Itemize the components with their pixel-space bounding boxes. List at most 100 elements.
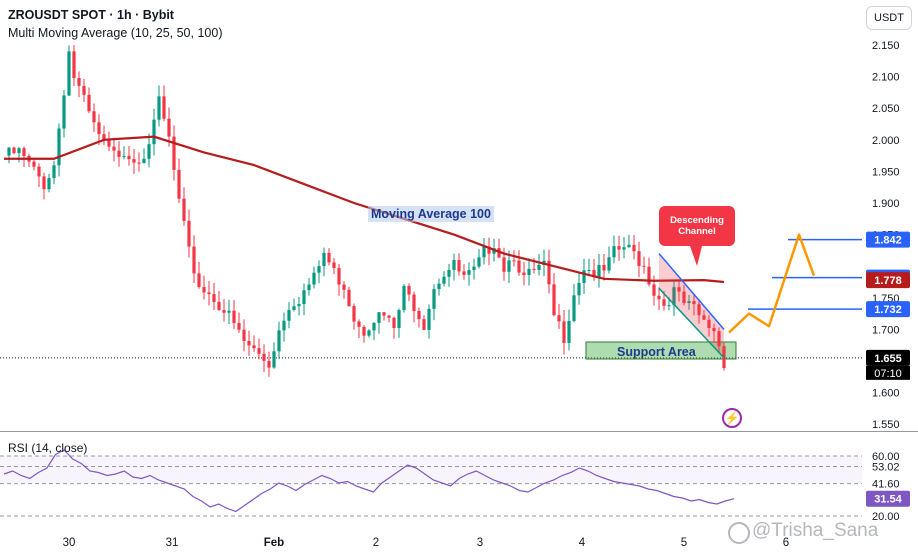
channel-upper-line bbox=[658, 253, 725, 330]
candle-body bbox=[167, 118, 171, 137]
candle bbox=[92, 103, 96, 132]
candle bbox=[137, 152, 141, 172]
candle bbox=[57, 123, 61, 177]
candle bbox=[47, 173, 51, 193]
candle-body bbox=[602, 264, 606, 271]
candle-body bbox=[132, 159, 136, 163]
candle-body bbox=[197, 273, 201, 287]
candle bbox=[562, 310, 566, 355]
candle bbox=[642, 256, 646, 274]
candle-body bbox=[517, 260, 521, 273]
candle-body bbox=[127, 155, 131, 160]
candle-body bbox=[577, 282, 581, 296]
candle bbox=[407, 283, 411, 302]
candle bbox=[417, 307, 421, 328]
candle bbox=[372, 322, 376, 341]
candle bbox=[197, 262, 201, 289]
candle bbox=[597, 253, 601, 288]
pane-divider bbox=[0, 431, 918, 432]
candle-body bbox=[237, 323, 241, 330]
candle-body bbox=[522, 272, 526, 276]
candle bbox=[327, 248, 331, 266]
candle-body bbox=[592, 269, 596, 278]
rsi-current-bg bbox=[866, 490, 910, 507]
price-tick-label: 2.100 bbox=[872, 72, 900, 84]
candle-body bbox=[527, 268, 531, 276]
candle bbox=[107, 131, 111, 152]
candle bbox=[437, 278, 441, 296]
price-label-1.778: 1.778 bbox=[866, 272, 910, 289]
candle-body bbox=[22, 148, 26, 156]
channel-lower-line bbox=[658, 287, 725, 359]
price-label-text: 1.842 bbox=[874, 235, 902, 247]
candle bbox=[127, 146, 131, 166]
candle bbox=[487, 237, 491, 266]
candle-body bbox=[72, 51, 76, 78]
time-tick-label: 5 bbox=[681, 537, 687, 549]
countdown-bg bbox=[866, 365, 910, 380]
candle bbox=[352, 303, 356, 330]
candle bbox=[677, 280, 681, 302]
rsi-tick-label: 41.60 bbox=[872, 479, 900, 491]
candle-body bbox=[462, 271, 466, 275]
time-tick-label: 2 bbox=[373, 537, 379, 549]
candle-body bbox=[537, 265, 541, 270]
candle bbox=[657, 287, 661, 311]
indicator-title: Multi Moving Average (10, 25, 50, 100) bbox=[8, 26, 223, 40]
candle-body bbox=[32, 161, 36, 167]
price-tick-label: 2.050 bbox=[872, 103, 900, 115]
candle-body bbox=[332, 262, 336, 268]
candle bbox=[302, 283, 306, 316]
candle-body bbox=[67, 51, 71, 96]
candle-body bbox=[12, 147, 16, 154]
price-tick-label: 1.900 bbox=[872, 198, 900, 210]
candle bbox=[72, 45, 76, 87]
candle-body bbox=[187, 220, 191, 247]
candle-body bbox=[507, 260, 511, 272]
price-label-text: 1.655 bbox=[874, 353, 902, 365]
candle bbox=[277, 321, 281, 359]
candle bbox=[257, 338, 261, 360]
candle bbox=[272, 342, 276, 369]
candle-body bbox=[672, 287, 676, 306]
candle bbox=[32, 158, 36, 171]
candle bbox=[142, 148, 146, 164]
candle bbox=[252, 335, 256, 352]
candle bbox=[322, 247, 326, 277]
lightning-icon[interactable]: ⚡ bbox=[722, 408, 742, 428]
candle bbox=[342, 281, 346, 299]
time-tick-label: 3 bbox=[477, 537, 483, 549]
candle-body bbox=[172, 136, 176, 170]
candle-body bbox=[362, 326, 366, 336]
candle-body bbox=[712, 327, 716, 332]
candle-body bbox=[307, 284, 311, 291]
candle bbox=[702, 310, 706, 320]
candle-body bbox=[162, 96, 166, 119]
candle bbox=[162, 85, 166, 122]
candle-body bbox=[372, 322, 376, 331]
candle bbox=[42, 172, 46, 200]
candle-body bbox=[262, 353, 266, 361]
candle bbox=[587, 258, 591, 276]
candle bbox=[287, 302, 291, 329]
candle-body bbox=[182, 198, 186, 221]
candle-body bbox=[302, 290, 306, 305]
candle bbox=[687, 294, 691, 310]
price-tick-label: 2.150 bbox=[872, 40, 900, 52]
candle-body bbox=[347, 289, 351, 307]
candle-body bbox=[682, 291, 686, 304]
candle-body bbox=[612, 246, 616, 258]
candle-body bbox=[382, 312, 386, 316]
candle-body bbox=[312, 272, 316, 285]
candle bbox=[147, 133, 151, 168]
candle-body bbox=[107, 140, 111, 147]
currency-button[interactable]: USDT bbox=[866, 6, 912, 30]
candle-body bbox=[607, 257, 611, 271]
candle-body bbox=[357, 321, 361, 327]
candle-body bbox=[207, 292, 211, 295]
candle bbox=[87, 87, 91, 114]
candle-body bbox=[342, 284, 346, 290]
candle-body bbox=[277, 330, 281, 352]
candle bbox=[402, 283, 406, 313]
